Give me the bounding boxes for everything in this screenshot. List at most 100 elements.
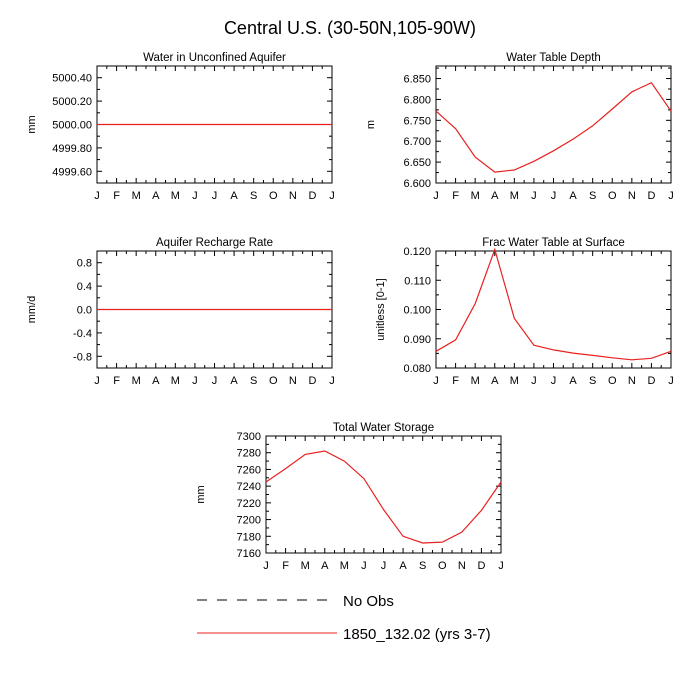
x-tick-label: J	[329, 375, 335, 387]
x-tick-label: O	[438, 560, 447, 572]
series-line	[435, 247, 672, 361]
x-tick-label: M	[471, 190, 480, 202]
x-tick-label: F	[452, 190, 459, 202]
legend-label-model: 1850_132.02 (yrs 3-7)	[343, 626, 491, 643]
x-tick-label: J	[192, 375, 198, 387]
x-tick-label: J	[668, 375, 674, 387]
x-tick-label: A	[230, 190, 238, 202]
series-line	[435, 81, 672, 173]
x-tick-label: J	[498, 560, 504, 572]
y-tick-label: 5000.40	[52, 73, 92, 85]
x-tick-label: A	[152, 190, 160, 202]
y-tick-label: 6.800	[403, 94, 431, 106]
x-tick-label: N	[628, 375, 636, 387]
y-axis-label: mm/d	[26, 296, 38, 324]
y-tick-label: 7240	[237, 481, 261, 493]
x-tick-label: A	[230, 375, 238, 387]
x-tick-label: J	[551, 190, 557, 202]
y-tick-label: 0.100	[403, 305, 431, 317]
x-tick-label: F	[113, 190, 120, 202]
y-tick-label: 0.8	[77, 258, 92, 270]
x-tick-label: J	[381, 560, 387, 572]
y-tick-label: 0.4	[77, 281, 92, 293]
x-tick-label: A	[491, 190, 499, 202]
legend-label-no-obs: No Obs	[343, 593, 394, 610]
y-tick-label: 6.850	[403, 74, 431, 86]
y-tick-label: 7220	[237, 498, 261, 510]
legend: No Obs 1850_132.02 (yrs 3-7)	[197, 593, 491, 643]
y-tick-label: 7200	[237, 515, 261, 527]
x-tick-label: J	[192, 190, 198, 202]
x-tick-label: O	[608, 190, 617, 202]
x-tick-label: D	[308, 375, 316, 387]
y-tick-label: 5000.00	[52, 120, 92, 132]
x-tick-label: M	[510, 375, 519, 387]
x-tick-label: A	[399, 560, 407, 572]
panel-title: Water in Unconfined Aquifer	[143, 52, 286, 64]
x-tick-label: D	[647, 190, 655, 202]
x-tick-label: N	[458, 560, 466, 572]
x-tick-label: J	[94, 190, 100, 202]
y-tick-label: -0.4	[73, 328, 92, 340]
y-tick-label: 6.700	[403, 136, 431, 148]
x-tick-label: A	[569, 190, 577, 202]
x-tick-label: J	[263, 560, 269, 572]
y-tick-label: 7280	[237, 448, 261, 460]
x-tick-label: M	[132, 190, 141, 202]
x-tick-label: F	[113, 375, 120, 387]
y-tick-label: 0.110	[404, 275, 431, 287]
x-tick-label: N	[628, 190, 636, 202]
x-tick-label: O	[269, 375, 278, 387]
y-tick-label: -0.8	[73, 351, 92, 363]
x-tick-label: S	[589, 190, 596, 202]
x-tick-label: M	[171, 375, 180, 387]
x-tick-label: O	[608, 375, 617, 387]
x-tick-label: D	[477, 560, 485, 572]
x-tick-label: M	[510, 190, 519, 202]
series-line	[265, 450, 502, 544]
y-tick-label: 0.080	[403, 363, 431, 375]
x-tick-label: M	[301, 560, 310, 572]
plot-frame	[435, 65, 672, 184]
y-axis-label: mm	[195, 485, 207, 503]
x-tick-label: J	[551, 375, 557, 387]
x-tick-label: M	[171, 190, 180, 202]
panel-title: Water Table Depth	[506, 52, 601, 64]
x-tick-label: M	[132, 375, 141, 387]
x-tick-label: D	[647, 375, 655, 387]
x-tick-label: J	[433, 190, 439, 202]
x-tick-label: A	[321, 560, 329, 572]
x-tick-label: N	[289, 375, 297, 387]
x-tick-label: J	[329, 190, 335, 202]
x-tick-label: A	[569, 375, 577, 387]
y-tick-label: 4999.80	[52, 143, 92, 155]
panel-title: Frac Water Table at Surface	[482, 237, 625, 249]
x-tick-label: J	[212, 375, 218, 387]
y-tick-label: 5000.20	[52, 96, 92, 108]
x-tick-label: F	[452, 375, 459, 387]
x-tick-label: S	[589, 375, 596, 387]
y-tick-label: 4999.60	[52, 166, 92, 178]
x-tick-label: S	[250, 190, 257, 202]
y-tick-label: 6.650	[403, 157, 431, 169]
x-tick-label: A	[491, 375, 499, 387]
y-tick-label: 7160	[237, 548, 261, 560]
y-tick-label: 6.600	[403, 178, 431, 190]
x-tick-label: D	[308, 190, 316, 202]
plot-frame	[265, 435, 502, 554]
y-axis-label: mm	[26, 115, 38, 133]
y-axis-label: m	[365, 120, 377, 129]
y-tick-label: 0.0	[77, 305, 92, 317]
y-tick-label: 6.750	[403, 115, 431, 127]
x-tick-label: O	[269, 190, 278, 202]
x-tick-label: M	[340, 560, 349, 572]
x-tick-label: S	[250, 375, 257, 387]
x-tick-label: J	[361, 560, 367, 572]
x-tick-label: F	[282, 560, 289, 572]
